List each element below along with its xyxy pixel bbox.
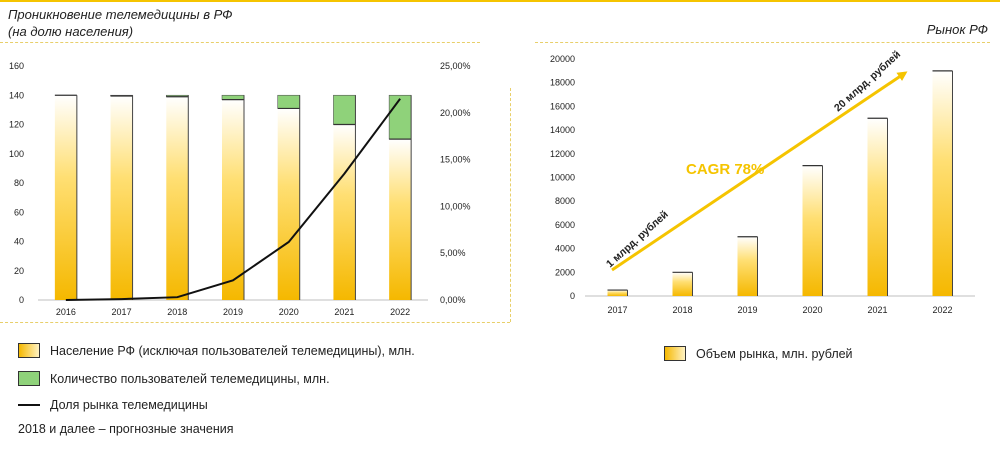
legend-users-label: Количество пользователей телемедицины, м… bbox=[50, 371, 330, 386]
right-x-tick-label: 2021 bbox=[867, 305, 887, 315]
users-bar bbox=[333, 94, 356, 125]
left-y2-tick-label: 20,00% bbox=[440, 108, 471, 118]
left-y-tick-label: 160 bbox=[9, 61, 24, 71]
right-x-tick-label: 2018 bbox=[672, 305, 692, 315]
left-y2-tick-label: 15,00% bbox=[440, 155, 471, 165]
left-y-tick-label: 80 bbox=[14, 178, 24, 188]
top-accent-line bbox=[0, 0, 1000, 2]
legend-market: Объем рынка, млн. рублей bbox=[664, 346, 853, 361]
legend-population-label: Население РФ (исключая пользователей тел… bbox=[50, 343, 415, 358]
legend-population: Население РФ (исключая пользователей тел… bbox=[18, 343, 415, 358]
right-x-tick-label: 2017 bbox=[607, 305, 627, 315]
left-y2-tick-label: 0,00% bbox=[440, 295, 466, 305]
population-bar bbox=[54, 95, 77, 300]
market-bar bbox=[802, 165, 823, 296]
market-bar bbox=[932, 70, 953, 296]
growth-arrow bbox=[611, 71, 908, 272]
population-bar bbox=[166, 96, 189, 301]
left-right-divider bbox=[510, 88, 511, 322]
left-y-tick-label: 100 bbox=[9, 149, 24, 159]
right-y-tick-label: 8000 bbox=[555, 196, 575, 206]
left-x-tick-label: 2016 bbox=[56, 307, 76, 317]
left-chart: 0 20 40 60 80 100 120 140 160 0,00% 5,00% 10,00% 15,… bbox=[9, 61, 471, 317]
right-y-tick-label: 4000 bbox=[555, 244, 575, 254]
right-x-tick-label: 2019 bbox=[737, 305, 757, 315]
left-y-tick-label: 40 bbox=[14, 237, 24, 247]
legend-share: Доля рынка телемедицины bbox=[18, 398, 208, 412]
population-bar bbox=[110, 95, 133, 300]
population-bar bbox=[333, 124, 356, 300]
right-x-tick-label: 2022 bbox=[932, 305, 952, 315]
left-y-tick-label: 20 bbox=[14, 266, 24, 276]
forecast-note-label: 2018 и далее – прогнозные значения bbox=[18, 422, 234, 436]
left-title-line2: (на долю населения) bbox=[8, 24, 134, 39]
left-x-tick-label: 2020 bbox=[279, 307, 299, 317]
left-y-tick-label: 60 bbox=[14, 207, 24, 217]
left-bottom-divider bbox=[0, 322, 510, 323]
right-title-divider bbox=[535, 42, 990, 43]
left-y-tick-label: 120 bbox=[9, 120, 24, 130]
left-x-tick-label: 2019 bbox=[223, 307, 243, 317]
right-y-tick-label: 18000 bbox=[550, 78, 575, 88]
left-x-tick-label: 2021 bbox=[334, 307, 354, 317]
right-y-tick-label: 12000 bbox=[550, 149, 575, 159]
market-bar bbox=[607, 290, 628, 296]
right-y-tick-label: 14000 bbox=[550, 125, 575, 135]
right-y-tick-label: 2000 bbox=[555, 267, 575, 277]
users-bar bbox=[277, 94, 301, 109]
right-y-tick-label: 16000 bbox=[550, 101, 575, 111]
users-bar bbox=[388, 94, 412, 140]
legend-users: Количество пользователей телемедицины, м… bbox=[18, 371, 330, 386]
right-x-tick-label: 2020 bbox=[802, 305, 822, 315]
right-y-tick-label: 20000 bbox=[550, 54, 575, 64]
population-bar bbox=[277, 108, 300, 300]
legend-share-label: Доля рынка телемедицины bbox=[50, 398, 208, 412]
population-bar bbox=[389, 139, 412, 300]
cagr-annotation: CAGR 78% bbox=[686, 161, 764, 178]
left-title-line1: Проникновение телемедицины в РФ bbox=[8, 7, 233, 22]
left-y2-tick-label: 25,00% bbox=[440, 61, 471, 71]
left-y-tick-label: 0 bbox=[19, 295, 24, 305]
legend-yellow-swatch bbox=[18, 343, 40, 358]
population-bar bbox=[222, 99, 244, 300]
forecast-note: 2018 и далее – прогнозные значения bbox=[18, 422, 234, 436]
right-chart-title: Рынок РФ bbox=[926, 22, 988, 37]
legend-line-swatch bbox=[18, 404, 40, 406]
left-chart-title: Проникновение телемедицины в РФ (на долю… bbox=[8, 6, 232, 40]
users-bar bbox=[221, 94, 245, 100]
left-y2-tick-label: 10,00% bbox=[440, 201, 471, 211]
legend-market-swatch bbox=[664, 346, 686, 361]
right-y-tick-label: 6000 bbox=[555, 220, 575, 230]
right-y-tick-label: 10000 bbox=[550, 173, 575, 183]
market-bar bbox=[672, 272, 693, 296]
market-bar bbox=[867, 118, 888, 296]
legend-market-label: Объем рынка, млн. рублей bbox=[696, 346, 853, 361]
legend-green-swatch bbox=[18, 371, 40, 386]
right-chart: 0 2000 4000 6000 8000 10000 12000 14000 16000 180… bbox=[550, 49, 975, 315]
market-bar bbox=[737, 236, 758, 296]
left-x-tick-label: 2017 bbox=[112, 307, 132, 317]
start-value-annotation: 1 млрд. рублей bbox=[604, 208, 671, 270]
left-y2-tick-label: 5,00% bbox=[440, 248, 466, 258]
left-y-tick-label: 140 bbox=[9, 90, 24, 100]
left-x-tick-label: 2018 bbox=[167, 307, 187, 317]
left-x-tick-label: 2022 bbox=[390, 307, 410, 317]
right-y-tick-label: 0 bbox=[570, 291, 575, 301]
left-title-divider bbox=[0, 42, 480, 43]
